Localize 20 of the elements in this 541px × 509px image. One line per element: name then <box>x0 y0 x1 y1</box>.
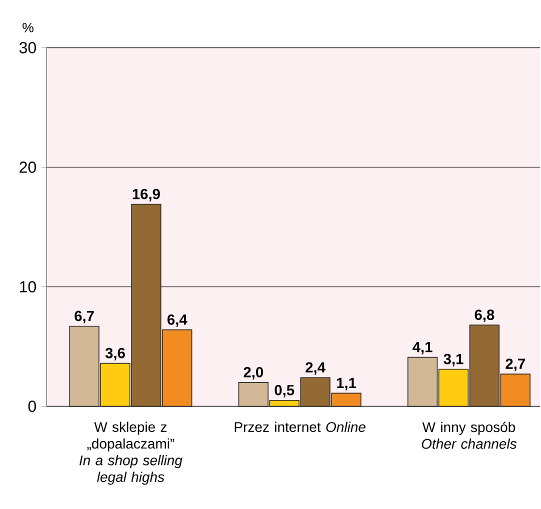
y-axis-title: % <box>22 22 34 32</box>
data-label: 3,1 <box>444 354 464 366</box>
data-label: 2,7 <box>506 358 525 372</box>
y-tick-label: 0 <box>28 400 36 412</box>
data-label: 2,0 <box>244 366 264 380</box>
data-label: 3,6 <box>105 348 125 360</box>
data-label: 2,4 <box>306 362 326 375</box>
x-tick-label: W sklepie z „dopalaczami” In a shop selling legal highs <box>80 422 182 485</box>
x-tick-label: Przez internet Online <box>234 422 366 432</box>
data-label: 0,5 <box>274 384 294 398</box>
data-label: 6,7 <box>74 310 94 324</box>
data-label: 4,1 <box>412 342 432 354</box>
y-tick-label: 10 <box>20 281 36 292</box>
y-tick-label: 20 <box>20 162 36 173</box>
data-label: 6,8 <box>474 310 494 322</box>
data-label: 1,1 <box>337 378 356 390</box>
y-tick-label: 30 <box>19 42 36 54</box>
data-label: 6,4 <box>168 314 188 327</box>
data-label: 16,9 <box>132 188 160 202</box>
x-tick-label: W inny sposób Other channels <box>422 422 517 449</box>
